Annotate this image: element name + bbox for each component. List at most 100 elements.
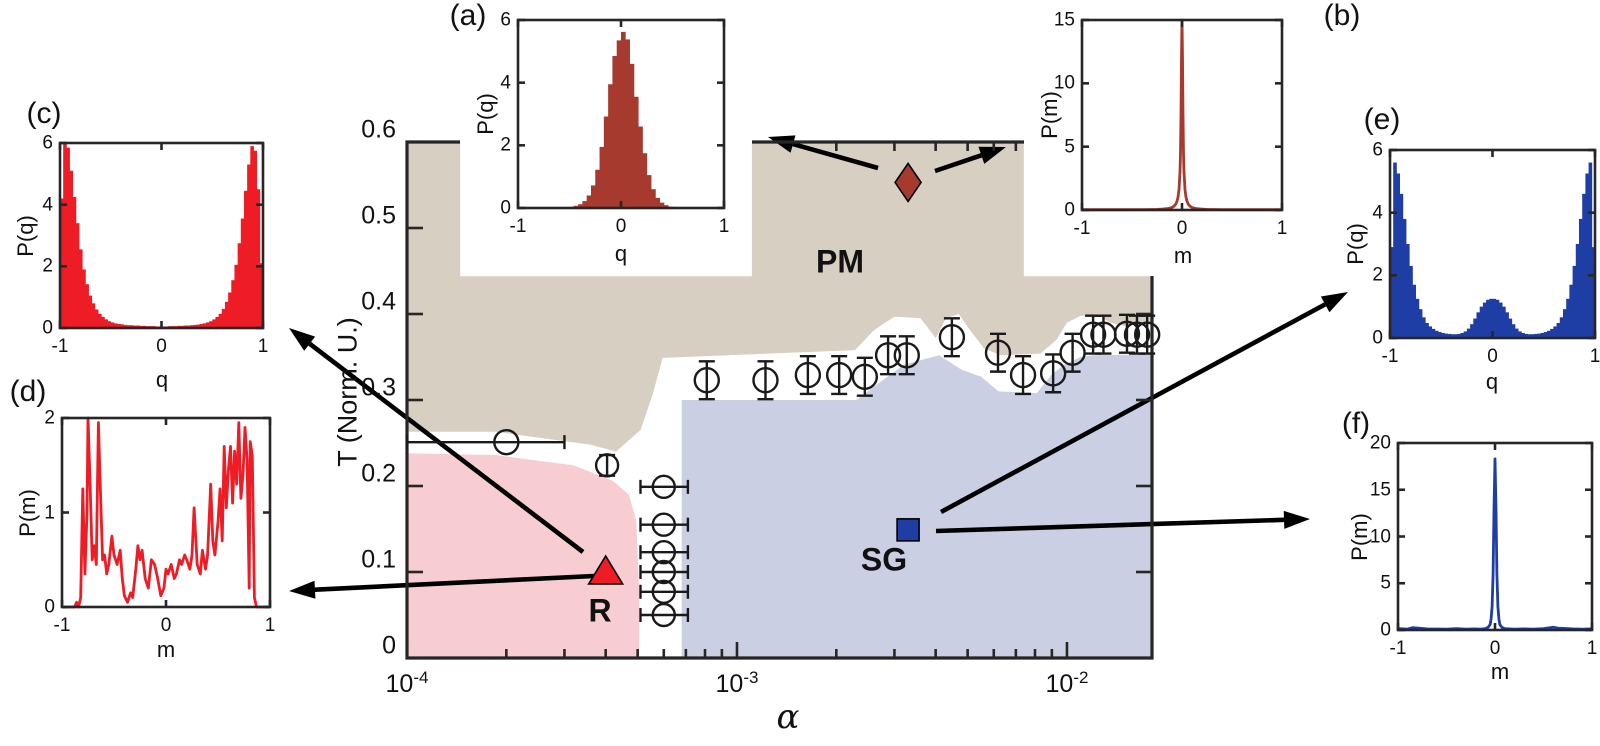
annotation-arrow-line bbox=[935, 517, 1285, 534]
region-r bbox=[407, 453, 640, 658]
region-pm bbox=[407, 142, 1152, 452]
y-tick-label: 0.6 bbox=[361, 115, 396, 144]
inset-c-ylabel: P(q) bbox=[13, 215, 38, 257]
annotation-arrow-line bbox=[314, 573, 595, 593]
marker-pm-diamond bbox=[894, 162, 923, 203]
data-point-circle bbox=[938, 324, 966, 351]
annotation-arrow-head bbox=[289, 328, 316, 351]
region-sg bbox=[681, 354, 1152, 658]
histogram-bars bbox=[1390, 162, 1596, 338]
y-tick-label: 0.2 bbox=[361, 459, 396, 488]
y-tick-label: 0.4 bbox=[361, 287, 396, 316]
data-point-circle bbox=[651, 579, 676, 604]
data-point-circle bbox=[1039, 360, 1067, 387]
inset-y-tick-label: 1 bbox=[44, 502, 55, 523]
inset-y-tick-label: 10 bbox=[1369, 526, 1391, 547]
annotation-arrow-line bbox=[792, 141, 879, 171]
data-point-circle bbox=[594, 453, 620, 478]
inset-b-xlabel: m bbox=[1173, 243, 1193, 268]
marker-sg-square bbox=[896, 518, 920, 542]
x-tick-label: 10-3 bbox=[715, 668, 759, 698]
inset-y-tick-label: 10 bbox=[1053, 72, 1075, 94]
region-r-label: R bbox=[588, 592, 612, 629]
y-tick-label: 0 bbox=[382, 631, 396, 660]
y-tick-label: 0.5 bbox=[361, 201, 396, 230]
inset-f-xlabel: m bbox=[1490, 659, 1510, 684]
inset-e-ylabel: P(q) bbox=[1343, 223, 1368, 265]
inset-x-tick-label: 1 bbox=[257, 336, 269, 357]
data-point-circle bbox=[1079, 321, 1107, 348]
inset-e bbox=[1388, 148, 1597, 340]
inset-y-tick-label: 0 bbox=[1380, 619, 1391, 641]
data-point-circle bbox=[493, 428, 520, 456]
inset-c-xlabel: q bbox=[155, 367, 169, 392]
annotation-arrow-head bbox=[1320, 292, 1348, 313]
inset-y-tick-label: 0 bbox=[500, 197, 511, 219]
data-point-circle bbox=[825, 361, 853, 389]
inset-d-xlabel: m bbox=[156, 637, 176, 662]
data-point-circle bbox=[851, 363, 879, 390]
panel-e-label: (e) bbox=[1363, 103, 1401, 136]
inset-y-tick-label: 0 bbox=[1372, 327, 1383, 349]
inset-y-tick-label: 6 bbox=[500, 9, 511, 31]
inset-x-tick-label: -1 bbox=[1389, 638, 1407, 659]
inset-y-tick-label: 5 bbox=[1064, 136, 1075, 158]
inset-y-tick-label: 20 bbox=[1369, 432, 1391, 454]
inset-c bbox=[58, 141, 265, 330]
x-tick-label: 10-4 bbox=[385, 668, 429, 698]
data-point-circle bbox=[651, 512, 676, 537]
data-point-circle bbox=[1009, 361, 1037, 389]
data-point-circle bbox=[1133, 321, 1161, 348]
inset-d-ylabel: P(m) bbox=[15, 489, 40, 537]
distribution-line bbox=[62, 416, 270, 609]
histogram-bars bbox=[556, 31, 686, 209]
panel-a-label: (a) bbox=[449, 0, 487, 32]
inset-x-tick-label: -1 bbox=[1381, 346, 1399, 367]
annotation-arrow-line bbox=[308, 341, 585, 554]
inset-y-tick-label: 15 bbox=[1053, 9, 1075, 31]
data-point-circle bbox=[651, 559, 676, 585]
inset-a-ylabel: P(q) bbox=[473, 93, 498, 135]
inset-d bbox=[60, 416, 272, 609]
data-point-circle bbox=[874, 342, 902, 369]
data-point-circle bbox=[752, 367, 779, 394]
data-point-circle bbox=[893, 342, 920, 369]
data-point-circle bbox=[1113, 320, 1141, 347]
inset-x-tick-label: 0 bbox=[156, 336, 167, 357]
inset-y-tick-label: 2 bbox=[42, 255, 53, 277]
inset-e-xlabel: q bbox=[1485, 369, 1499, 394]
region-pm-label: PM bbox=[816, 243, 864, 280]
inset-x-tick-label: 1 bbox=[264, 615, 276, 636]
inset-y-tick-label: 0 bbox=[42, 317, 53, 339]
inset-x-tick-label: -1 bbox=[509, 216, 527, 237]
inset-x-tick-label: 1 bbox=[1276, 218, 1288, 239]
inset-f bbox=[1396, 441, 1594, 632]
y-tick-label: 0.1 bbox=[361, 545, 396, 574]
inset-a-xlabel: q bbox=[614, 241, 628, 266]
region-sg-label: SG bbox=[860, 541, 908, 578]
inset-y-tick-label: 5 bbox=[1380, 572, 1391, 594]
data-point-circle bbox=[651, 474, 676, 500]
y-tick-label: 0.3 bbox=[361, 373, 396, 402]
data-point-circle bbox=[1123, 321, 1151, 348]
panel-f-label: (f) bbox=[1341, 407, 1371, 440]
inset-y-tick-label: 6 bbox=[1372, 139, 1383, 161]
data-point-circle bbox=[651, 540, 676, 565]
inset-y-tick-label: 0 bbox=[44, 596, 55, 618]
annotation-arrow-line bbox=[939, 302, 1327, 515]
annotation-arrow-head bbox=[1283, 510, 1310, 529]
panel-d-label: (d) bbox=[9, 375, 47, 408]
inset-x-tick-label: 0 bbox=[1489, 638, 1501, 659]
inset-x-tick-label: 1 bbox=[1589, 346, 1600, 367]
annotation-arrow-line bbox=[934, 153, 983, 174]
panel-b-label: (b) bbox=[1323, 0, 1361, 32]
histogram-bars bbox=[60, 143, 264, 329]
panel-c-label: (c) bbox=[26, 97, 62, 130]
inset-x-tick-label: 0 bbox=[1176, 218, 1188, 239]
x-tick-label: 10-2 bbox=[1045, 668, 1089, 698]
data-point-circle bbox=[984, 339, 1012, 366]
inset-x-tick-label: 0 bbox=[160, 615, 172, 636]
inset-y-tick-label: 2 bbox=[1372, 264, 1383, 286]
